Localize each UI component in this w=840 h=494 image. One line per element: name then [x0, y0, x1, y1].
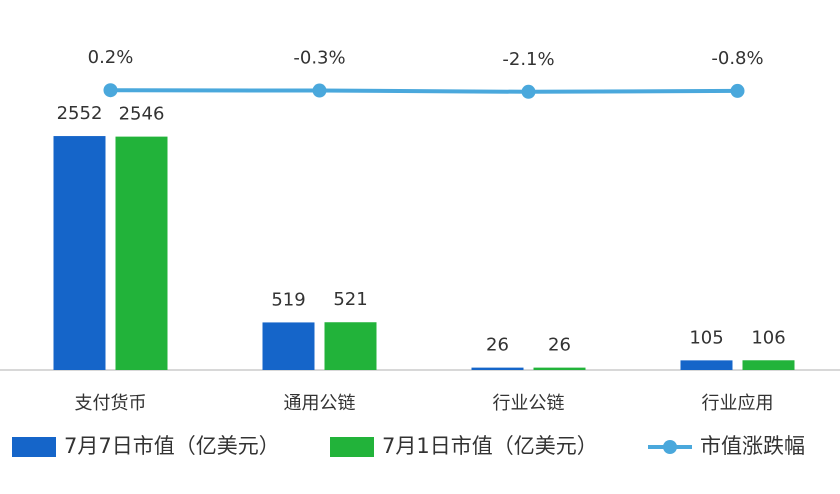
line	[110, 88, 738, 94]
line-value-label: -2.1%	[502, 49, 554, 70]
bar-value-label: 105	[689, 327, 723, 348]
x-tick-label: 通用公链	[284, 393, 356, 414]
bar-value-label: 26	[486, 335, 509, 356]
bar-value-label: 106	[751, 327, 785, 348]
x-tick-label: 支付货币	[75, 393, 147, 414]
bar	[680, 360, 733, 370]
bar-value-label: 2546	[119, 104, 165, 125]
legend-swatch	[12, 437, 56, 457]
bar	[471, 367, 524, 370]
bar	[742, 360, 795, 370]
bar-value-label: 2552	[57, 103, 103, 124]
x-tick-label: 行业公链	[493, 393, 565, 414]
bar	[324, 322, 377, 370]
bar	[533, 367, 586, 370]
bar	[53, 136, 106, 370]
legend-swatch	[330, 437, 374, 457]
line-value-label: -0.8%	[711, 48, 763, 69]
legend-label: 市值涨跌幅	[700, 434, 805, 458]
legend-label: 7月1日市值（亿美元）	[382, 434, 598, 458]
bar	[262, 322, 315, 370]
line-point	[312, 83, 327, 98]
bar-value-label: 521	[333, 289, 367, 310]
bar-value-label: 26	[548, 335, 571, 356]
legend-label: 7月7日市值（亿美元）	[64, 434, 280, 458]
legend-dot	[663, 440, 677, 454]
bar	[115, 136, 168, 370]
line-value-label: 0.2%	[88, 47, 134, 68]
bar-value-label: 519	[271, 289, 305, 310]
line-point	[103, 83, 118, 98]
line-point	[521, 84, 536, 99]
line-value-label: -0.3%	[293, 48, 345, 69]
line-point	[730, 83, 745, 98]
x-tick-label: 行业应用	[702, 393, 774, 414]
